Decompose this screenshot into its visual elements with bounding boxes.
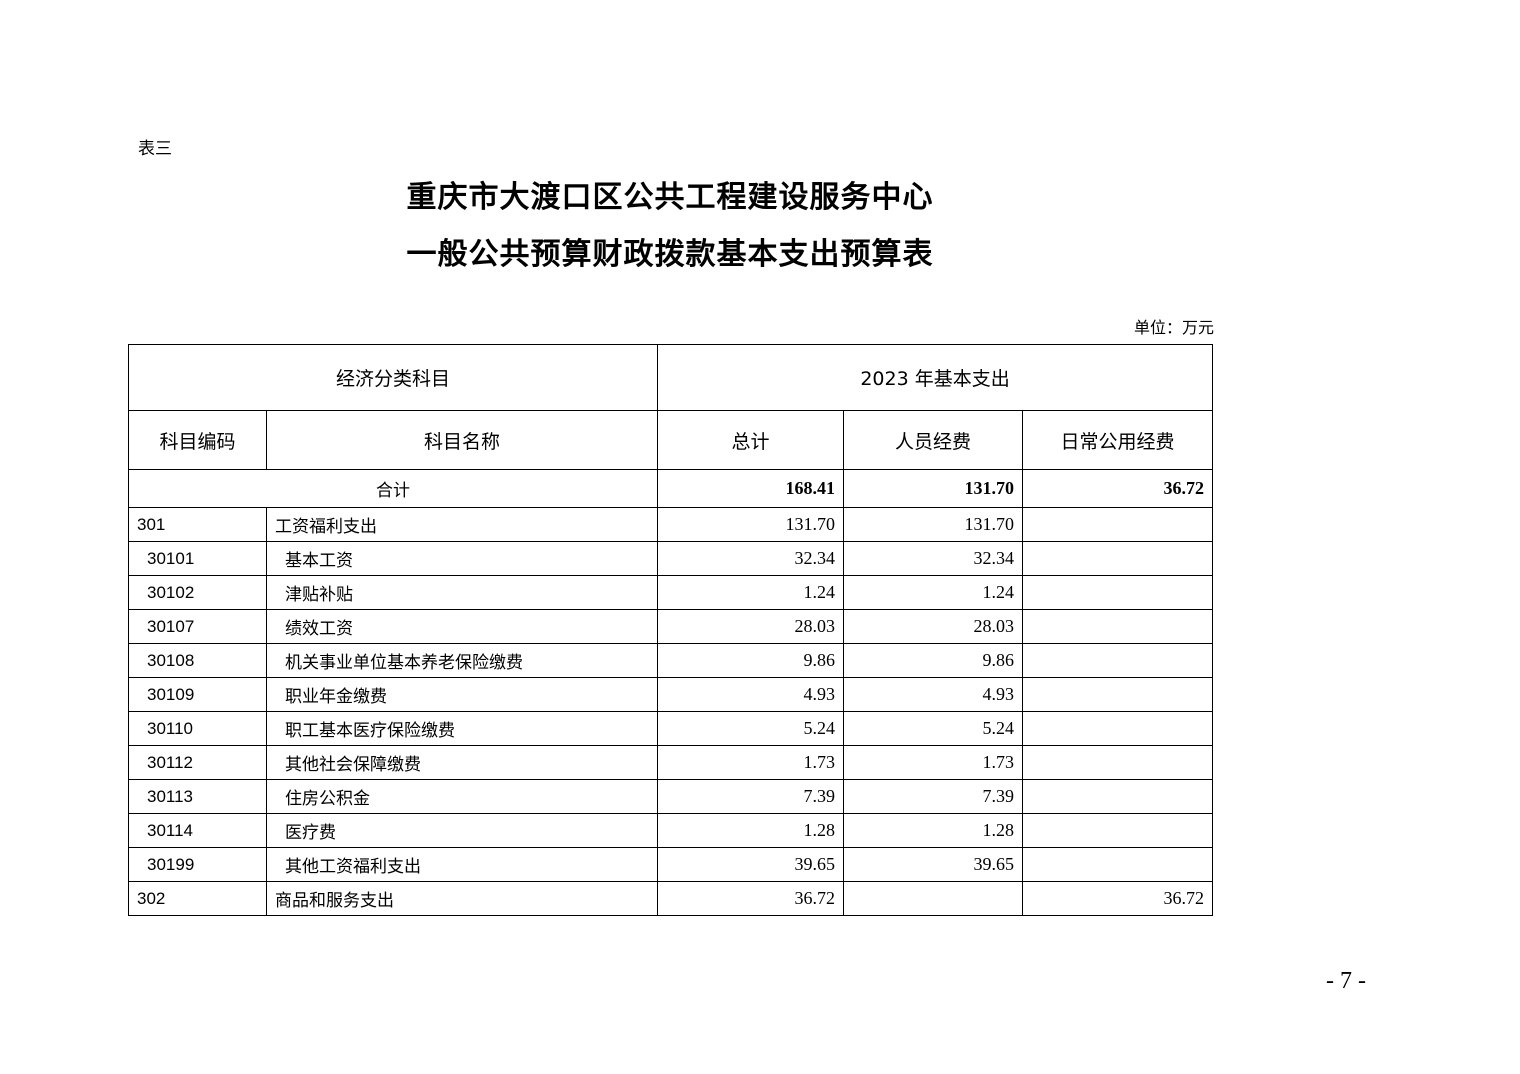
header-personnel: 人员经费 [843,410,1024,470]
row-personnel: 7.39 [843,779,1024,814]
row-name: 医疗费 [265,813,659,848]
row-total: 1.24 [657,575,845,610]
header-code: 科目编码 [128,410,267,470]
row-public [1022,541,1214,576]
total-public: 36.72 [1022,469,1214,508]
row-code: 30109 [128,677,267,712]
row-personnel: 32.34 [843,541,1024,576]
row-personnel: 131.70 [843,507,1024,542]
total-label: 合计 [127,469,659,508]
table-row: 30109 职业年金缴费 4.93 4.93 [128,677,1214,712]
row-code: 30114 [128,813,267,848]
row-public [1022,677,1214,712]
table-row: 30110 职工基本医疗保险缴费 5.24 5.24 [128,711,1214,746]
row-total: 4.93 [657,677,845,712]
table-row: 301 工资福利支出 131.70 131.70 [128,507,1214,542]
header-economic-category: 经济分类科目 [127,344,659,411]
table-row: 30112 其他社会保障缴费 1.73 1.73 [128,745,1214,780]
row-name: 其他工资福利支出 [265,847,659,882]
table-row: 30114 医疗费 1.28 1.28 [128,813,1214,848]
page-title: 重庆市大渡口区公共工程建设服务中心 [406,180,934,215]
header-name: 科目名称 [265,410,659,470]
page-number: - 7 - [1326,968,1366,994]
row-total: 1.73 [657,745,845,780]
row-name: 津贴补贴 [265,575,659,610]
table-row: 302 商品和服务支出 36.72 36.72 [128,881,1214,916]
row-total: 7.39 [657,779,845,814]
row-public [1022,779,1214,814]
row-total: 32.34 [657,541,845,576]
row-code: 301 [128,507,267,542]
budget-table: 经济分类科目 2023 年基本支出 科目编码 科目名称 总计 人员经费 日常公用… [127,344,1214,916]
row-code: 30113 [128,779,267,814]
row-code: 30102 [128,575,267,610]
total-total: 168.41 [657,469,845,508]
table-row: 30199 其他工资福利支出 39.65 39.65 [128,847,1214,882]
row-total: 36.72 [657,881,845,916]
row-public [1022,609,1214,644]
row-personnel [843,881,1024,916]
row-code: 30110 [128,711,267,746]
row-name: 其他社会保障缴费 [265,745,659,780]
row-name: 职业年金缴费 [265,677,659,712]
row-name: 绩效工资 [265,609,659,644]
page-subtitle: 一般公共预算财政拨款基本支出预算表 [406,237,934,272]
row-personnel: 1.24 [843,575,1024,610]
row-personnel: 4.93 [843,677,1024,712]
row-code: 30108 [128,643,267,678]
row-code: 30112 [128,745,267,780]
header-total: 总计 [657,410,845,470]
row-total: 5.24 [657,711,845,746]
row-public [1022,813,1214,848]
row-public [1022,643,1214,678]
row-personnel: 1.28 [843,813,1024,848]
row-name: 职工基本医疗保险缴费 [265,711,659,746]
row-code: 30101 [128,541,267,576]
row-total: 9.86 [657,643,845,678]
table-row: 30108 机关事业单位基本养老保险缴费 9.86 9.86 [128,643,1214,678]
table-row: 30107 绩效工资 28.03 28.03 [128,609,1214,644]
row-name: 商品和服务支出 [265,881,659,916]
total-row: 合计 168.41 131.70 36.72 [127,469,1214,508]
row-public [1022,507,1214,542]
unit-label: 单位：万元 [1133,318,1214,337]
row-name: 住房公积金 [265,779,659,814]
row-total: 131.70 [657,507,845,542]
row-name: 机关事业单位基本养老保险缴费 [265,643,659,678]
table-row: 30101 基本工资 32.34 32.34 [128,541,1214,576]
row-total: 28.03 [657,609,845,644]
row-public [1022,847,1214,882]
row-total: 1.28 [657,813,845,848]
row-code: 30107 [128,609,267,644]
table-label: 表三 [138,139,172,159]
row-public [1022,711,1214,746]
header-basic-expenditure: 2023 年基本支出 [657,344,1214,411]
row-name: 基本工资 [265,541,659,576]
table-row: 30102 津贴补贴 1.24 1.24 [128,575,1214,610]
row-personnel: 28.03 [843,609,1024,644]
header-row-columns: 科目编码 科目名称 总计 人员经费 日常公用经费 [128,410,1214,470]
row-personnel: 9.86 [843,643,1024,678]
row-personnel: 39.65 [843,847,1024,882]
row-personnel: 5.24 [843,711,1024,746]
row-public [1022,745,1214,780]
row-total: 39.65 [657,847,845,882]
row-personnel: 1.73 [843,745,1024,780]
row-public: 36.72 [1022,881,1214,916]
header-public: 日常公用经费 [1022,410,1214,470]
row-public [1022,575,1214,610]
row-name: 工资福利支出 [265,507,659,542]
row-code: 30199 [128,847,267,882]
table-row: 30113 住房公积金 7.39 7.39 [128,779,1214,814]
total-personnel: 131.70 [843,469,1024,508]
header-row-group: 经济分类科目 2023 年基本支出 [127,344,1214,411]
row-code: 302 [128,881,267,916]
